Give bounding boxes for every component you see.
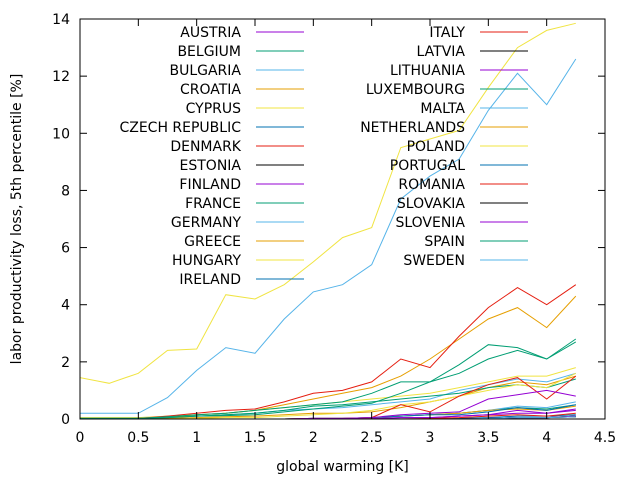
legend-entry: ROMANIA (398, 177, 528, 193)
legend-label: FRANCE (185, 196, 241, 212)
legend-label: LATVIA (417, 44, 466, 60)
x-tick-label: 1.5 (244, 430, 266, 446)
legend-label: MALTA (420, 101, 465, 117)
plot-frame (79, 18, 606, 420)
legend-entry: SLOVAKIA (397, 196, 528, 212)
legend-entry: PORTUGAL (390, 158, 528, 174)
legend-label: IRELAND (179, 272, 241, 288)
legend-label: BULGARIA (169, 63, 241, 79)
legend-entry: CROATIA (180, 82, 304, 98)
series-line-luxembourg (80, 338, 577, 420)
x-tick-label: 3 (426, 430, 435, 446)
legend-entry: DENMARK (170, 139, 304, 155)
y-tick-label: 10 (52, 126, 70, 142)
legend-label: CZECH REPUBLIC (119, 120, 241, 136)
legend-label: AUSTRIA (180, 25, 241, 41)
legend-entry: GERMANY (171, 215, 304, 231)
legend-entry: BELGIUM (177, 44, 304, 60)
x-tick-label: 4.5 (594, 430, 616, 446)
x-tick-label: 0.5 (127, 430, 149, 446)
x-tick-label: 2 (309, 430, 318, 446)
legend-label: SLOVENIA (395, 215, 465, 231)
legend-entry: MALTA (420, 101, 528, 117)
legend-label: LITHUANIA (390, 63, 465, 79)
legend-entry: CZECH REPUBLIC (119, 120, 304, 136)
y-axis-label: labor productivity loss, 5th percentile … (9, 74, 25, 365)
legend-label: HUNGARY (172, 253, 242, 269)
legend-label: ROMANIA (398, 177, 465, 193)
x-tick-label: 3.5 (477, 430, 499, 446)
x-tick-label: 1 (192, 430, 201, 446)
legend-label: ITALY (429, 25, 465, 41)
legend-label: SWEDEN (403, 253, 465, 269)
x-tick-label: 2.5 (361, 430, 383, 446)
legend-entry: ESTONIA (180, 158, 304, 174)
legend-label: FINLAND (179, 177, 241, 193)
legend-label: POLAND (407, 139, 465, 155)
series-line-spain (80, 341, 577, 419)
legend-entry: AUSTRIA (180, 25, 304, 41)
series-layer (79, 22, 577, 420)
legend-label: CROATIA (180, 82, 241, 98)
legend-entry: LATVIA (417, 44, 528, 60)
y-tick-label: 8 (61, 183, 70, 199)
legend-entry: HUNGARY (172, 253, 304, 269)
legend-entry: LITHUANIA (390, 63, 528, 79)
y-tick-label: 0 (61, 412, 70, 428)
x-tick-label: 4 (542, 430, 551, 446)
series-line-bulgaria (80, 372, 576, 419)
legend-entry: FINLAND (179, 177, 304, 193)
y-tick-label: 6 (61, 241, 70, 257)
legend-entry: SPAIN (424, 234, 528, 250)
series-line-greece (80, 295, 577, 420)
x-axis-label: global warming [K] (276, 459, 409, 475)
x-tick-label: 0 (76, 430, 85, 446)
ticks-layer: 0 0.5 1 1.5 2 2.5 3 3.5 4 4.5 0 2 4 6 8 10 12 14 (52, 12, 616, 446)
legend-entry: NETHERLANDS (360, 120, 528, 136)
y-tick-label: 2 (61, 355, 70, 371)
legend-label: NETHERLANDS (360, 120, 465, 136)
legend-label: ESTONIA (180, 158, 242, 174)
legend-label: GREECE (184, 234, 241, 250)
series-line-poland (79, 22, 576, 384)
legend-label: SPAIN (424, 234, 465, 250)
y-tick-label: 12 (52, 69, 70, 85)
legend-entry: CYPRUS (186, 101, 304, 117)
legend-entry: IRELAND (179, 272, 304, 288)
legend-label: CYPRUS (186, 101, 241, 117)
legend-entry: BULGARIA (169, 63, 304, 79)
legend-entry: FRANCE (185, 196, 304, 212)
y-tick-label: 4 (61, 298, 70, 314)
legend-entry: LUXEMBOURG (366, 82, 528, 98)
legend-label: PORTUGAL (390, 158, 465, 174)
legend-label: DENMARK (170, 139, 241, 155)
legend-entry: POLAND (407, 139, 528, 155)
legend-label: LUXEMBOURG (366, 82, 465, 98)
legend-label: GERMANY (171, 215, 242, 231)
series-line-italy (80, 284, 577, 420)
legend-entry: SWEDEN (403, 253, 528, 269)
legend-entry: GREECE (184, 234, 304, 250)
series-line-malta (80, 58, 577, 414)
legend-label: BELGIUM (177, 44, 241, 60)
y-tick-label: 14 (52, 12, 70, 28)
legend-entry: SLOVENIA (395, 215, 528, 231)
legend-label: SLOVAKIA (397, 196, 466, 212)
legend-entry: ITALY (429, 25, 528, 41)
legend: AUSTRIA BELGIUM BULGARIA CROATIA CYPRUS CZECH… (119, 25, 528, 288)
